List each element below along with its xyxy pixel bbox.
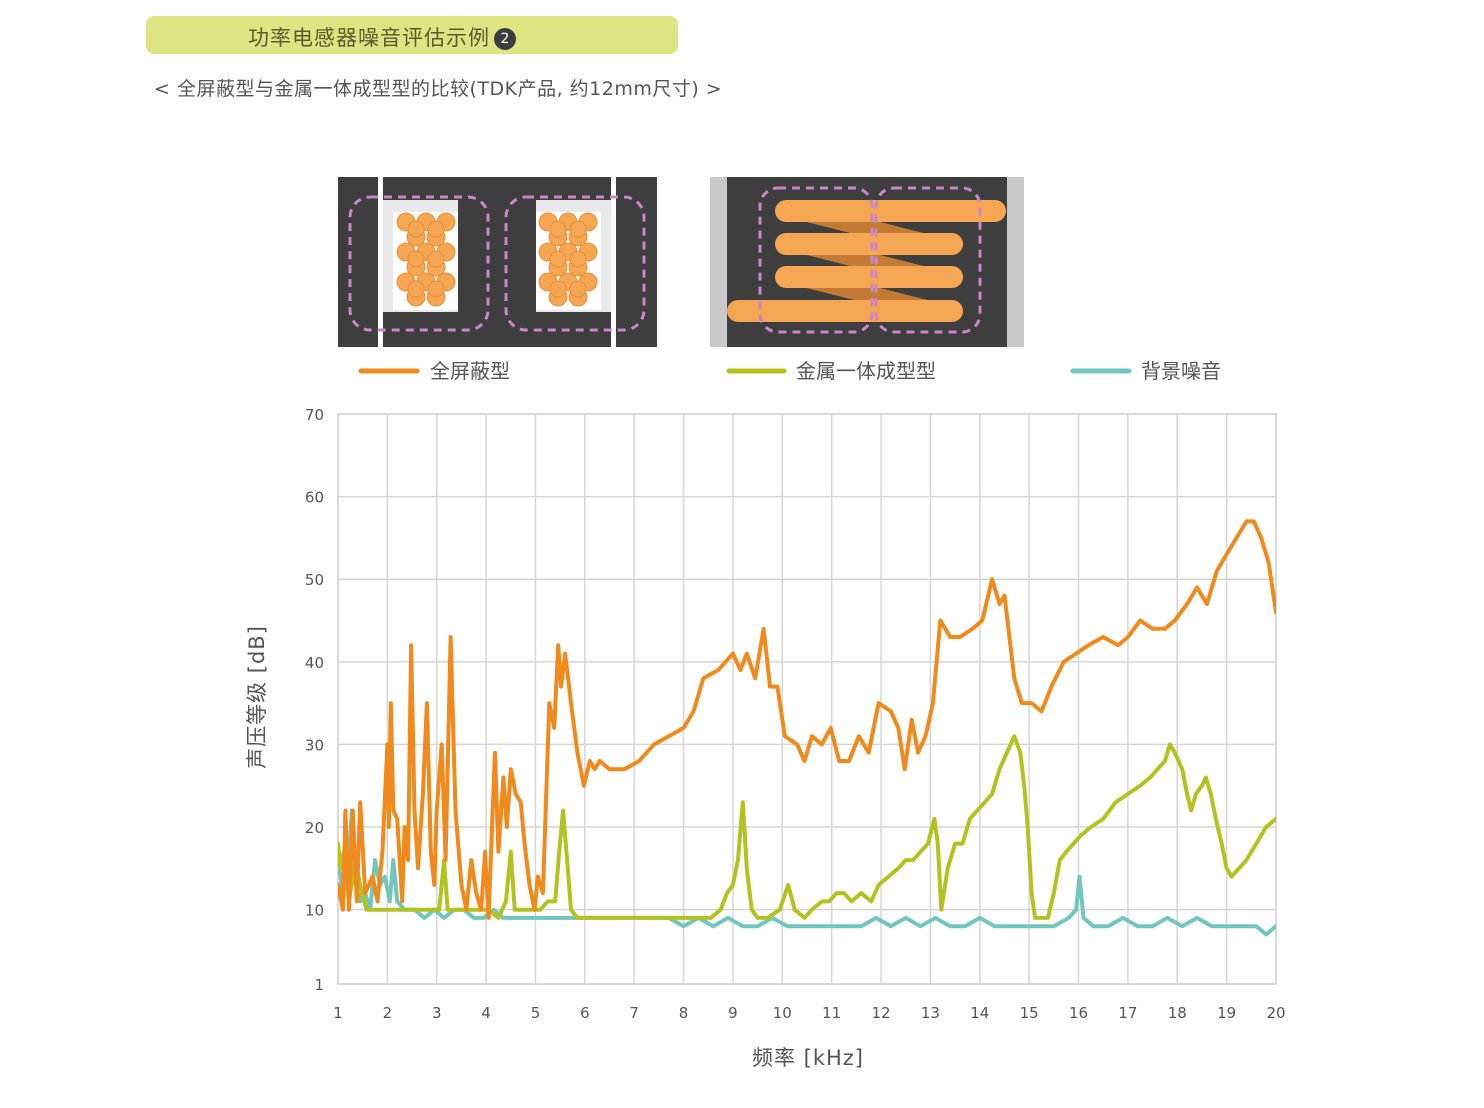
coil-turn <box>775 233 963 255</box>
wire-strand <box>427 250 445 268</box>
page-title: 功率电感器噪音评估示例 2 <box>248 22 516 52</box>
x-axis-title: 频率 [kHz] <box>752 1046 864 1070</box>
wire-strand <box>427 220 445 238</box>
core-gap-left <box>378 177 383 347</box>
wire-strand <box>569 220 587 238</box>
x-tick-label: 11 <box>822 1004 841 1022</box>
x-tick-label: 12 <box>872 1004 891 1022</box>
wire-strand <box>569 250 587 268</box>
coil-wires-right <box>538 212 598 307</box>
x-tick-label: 5 <box>531 1004 541 1022</box>
legend-label-metal: 金属一体成型型 <box>796 359 936 383</box>
x-tick-label: 6 <box>580 1004 590 1022</box>
core-gap-right <box>611 177 616 347</box>
series-lines <box>338 519 1276 937</box>
x-tick-label: 18 <box>1168 1004 1187 1022</box>
x-tick-label: 3 <box>432 1004 442 1022</box>
series-line-metal <box>338 734 1276 920</box>
wire-strand <box>549 250 567 268</box>
title-number-badge: 2 <box>494 28 516 50</box>
x-tick-label: 19 <box>1217 1004 1236 1022</box>
y-tick-label: 1 <box>314 976 324 994</box>
center-leg <box>458 200 536 312</box>
flux-path-left <box>348 195 490 332</box>
x-tick-label: 4 <box>481 1004 491 1022</box>
flux-path-right <box>504 195 646 332</box>
x-tick-label: 1 <box>333 1004 343 1022</box>
wire-strand <box>407 280 425 298</box>
wire-strand <box>407 250 425 268</box>
x-tick-label: 2 <box>383 1004 393 1022</box>
x-tick-label: 15 <box>1020 1004 1039 1022</box>
page-title-label: 功率电感器噪音评估示例 <box>248 26 490 50</box>
y-axis-title: 声压等级 [dB] <box>245 625 269 769</box>
shielded-inductor-diagram <box>338 177 657 347</box>
x-tick-label: 17 <box>1118 1004 1137 1022</box>
title-banner <box>146 16 678 54</box>
series-line-shielded <box>338 519 1276 920</box>
coil-turn <box>775 266 963 288</box>
page-subtitle: < 全屏蔽型与金属一体成型型的比较(TDK产品, 约12mm尺寸) > <box>154 78 723 100</box>
metal-molded-inductor-diagram <box>710 177 1024 347</box>
legend-label-shielded: 全屏蔽型 <box>430 359 510 383</box>
y-axis-ticks: 1 10 20 30 40 50 60 70 <box>305 406 324 994</box>
x-tick-label: 8 <box>679 1004 689 1022</box>
coil-turn <box>775 200 1006 222</box>
x-tick-label: 9 <box>728 1004 738 1022</box>
y-tick-label: 40 <box>305 654 324 672</box>
x-axis-ticks: 1 2 3 4 5 6 7 8 9 10 11 12 13 14 15 16 17 18 19 20 <box>333 1004 1285 1022</box>
y-tick-label: 10 <box>305 902 324 920</box>
wire-strand <box>569 280 587 298</box>
chart-legend: 全屏蔽型 金属一体成型型 背景噪音 <box>358 359 1221 383</box>
y-tick-label: 60 <box>305 489 324 507</box>
wire-strand <box>427 280 445 298</box>
x-tick-label: 13 <box>921 1004 940 1022</box>
x-tick-label: 10 <box>773 1004 792 1022</box>
x-tick-label: 16 <box>1069 1004 1088 1022</box>
plot-area <box>337 413 1277 985</box>
y-tick-label: 50 <box>305 571 324 589</box>
x-tick-label: 14 <box>970 1004 989 1022</box>
wire-strand <box>549 220 567 238</box>
series-line-background <box>338 808 1276 937</box>
flux-path-right <box>874 186 982 334</box>
wire-strand <box>549 280 567 298</box>
legend-label-background: 背景噪音 <box>1141 359 1221 383</box>
flux-path-left <box>758 186 874 334</box>
y-tick-label: 30 <box>305 736 324 754</box>
x-tick-label: 7 <box>629 1004 639 1022</box>
x-tick-label: 20 <box>1266 1004 1285 1022</box>
y-tick-label: 70 <box>305 406 324 424</box>
coil-wires-left <box>396 212 456 307</box>
wire-strand <box>407 220 425 238</box>
y-tick-label: 20 <box>305 819 324 837</box>
coil-turn <box>727 300 963 322</box>
coil-windings <box>727 200 1006 322</box>
